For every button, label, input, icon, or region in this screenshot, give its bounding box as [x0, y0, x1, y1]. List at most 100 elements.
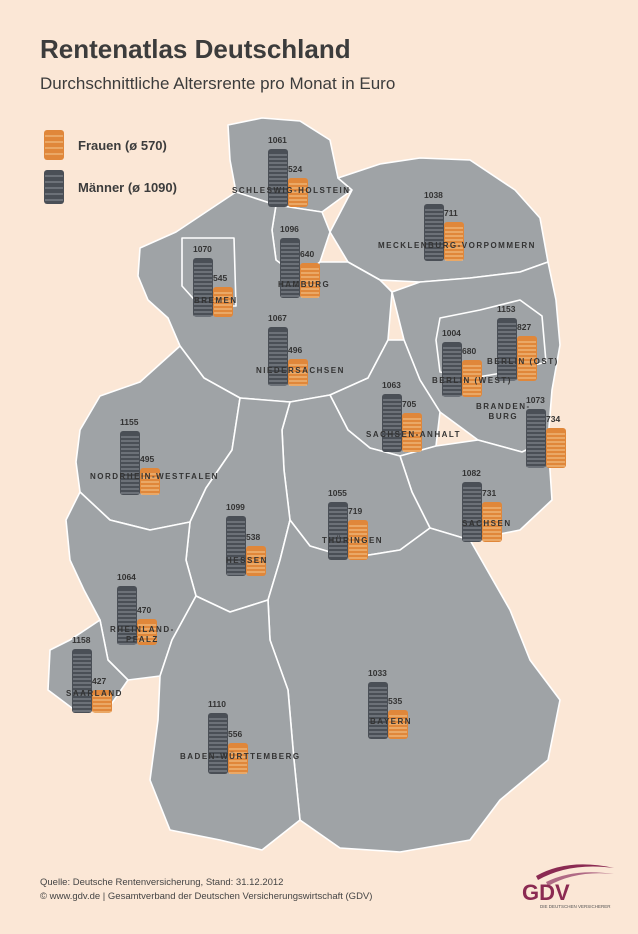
legend-men: Männer (ø 1090): [44, 168, 177, 206]
value-men-nw: 1155: [120, 417, 139, 427]
coin-stack-men-ni: [268, 327, 288, 386]
value-men-th: 1055: [328, 488, 347, 498]
coin-stack-men-sl: [72, 649, 92, 713]
coin-stack-men-st: [382, 394, 402, 452]
source-line-1: Quelle: Deutsche Rentenversicherung, Sta…: [40, 877, 284, 888]
state-label-bo: BERLIN (OST): [487, 357, 559, 366]
coin-stack-women-sl: [92, 690, 112, 713]
legend-men-label: Männer (ø 1090): [78, 179, 177, 195]
coin-stack-men-bwb: [208, 713, 228, 774]
state-label-sl: SAARLAND: [66, 689, 123, 698]
gdv-logo-text: GDV: [522, 880, 570, 905]
coin-stack-women-bwb-body: [228, 743, 248, 774]
page-title: Rentenatlas Deutschland: [40, 34, 351, 64]
value-women-sn: 731: [482, 488, 497, 498]
legend-women-label: Frauen (ø 570): [78, 137, 167, 153]
coin-stack-women-hh: [300, 263, 320, 298]
value-men-sn: 1082: [462, 468, 481, 478]
gdv-logo-tagline: DIE DEUTSCHEN VERSICHERER: [540, 904, 611, 909]
value-men-sl: 1158: [72, 635, 91, 645]
coin-stack-women-nw: [140, 468, 160, 495]
coin-stack-men-mv-body: [424, 204, 444, 261]
coin-stack-women-mv: [444, 222, 464, 261]
coin-stack-men-by: [368, 682, 388, 739]
page-subtitle: Durchschnittliche Altersrente pro Monat …: [40, 74, 396, 93]
coin-stack-men-th: [328, 502, 348, 560]
value-men-by: 1033: [368, 668, 387, 678]
coin-stack-men-bb: [526, 409, 546, 468]
state-label-th: THÜRINGEN: [322, 536, 384, 545]
coin-stack-men-bo-body: [497, 318, 517, 381]
coin-stack-women-icon: [44, 130, 64, 160]
coin-stack-men-rp: [117, 586, 137, 645]
value-women-bw_: 680: [462, 346, 477, 356]
value-women-nw: 495: [140, 454, 155, 464]
coin-stack-men-bw_: [442, 342, 462, 397]
value-men-hb: 1070: [193, 244, 212, 254]
state-label-hh: HAMBURG: [278, 280, 331, 289]
value-women-he: 538: [246, 532, 261, 542]
coin-stack-women-bw_: [462, 360, 482, 397]
value-men-he: 1099: [226, 502, 245, 512]
value-men-st: 1063: [382, 380, 401, 390]
state-label-rp: RHEINLAND- PFALZ: [110, 625, 175, 644]
coin-stack-men-icon: [44, 170, 64, 204]
value-women-by: 535: [388, 696, 403, 706]
gdv-logo: GDV DIE DEUTSCHEN VERSICHERER: [522, 864, 614, 909]
coin-stack-women-rp: [137, 619, 157, 645]
state-label-ni: NIEDERSACHSEN: [256, 366, 345, 375]
state-label-mv: MECKLENBURG-VORPOMMERN: [378, 241, 536, 250]
coin-stack-men-bw_-body: [442, 342, 462, 397]
value-women-st: 705: [402, 399, 417, 409]
state-label-sn: SACHSEN: [462, 519, 512, 528]
coin-stack-men-nw: [120, 431, 140, 495]
value-women-hb: 545: [213, 273, 228, 283]
coin-stack-men-nw-body: [120, 431, 140, 495]
value-men-bw_: 1004: [442, 328, 461, 338]
coin-stack-men-sh: [268, 149, 288, 207]
value-men-bo: 1153: [497, 304, 516, 314]
value-women-ni: 496: [288, 345, 303, 355]
coin-stack-women-by: [388, 710, 408, 739]
value-men-sh: 1061: [268, 135, 287, 145]
coin-stack-women-ni: [288, 359, 308, 386]
state-label-nw: NORDRHEIN-WESTFALEN: [90, 472, 219, 481]
state-label-sh: SCHLESWIG-HOLSTEIN: [232, 186, 351, 195]
coin-stack-men-st-body: [382, 394, 402, 452]
coin-stack-women-sn: [482, 502, 502, 542]
coin-stack-men-hb: [193, 258, 213, 317]
coin-stack-women-hb: [213, 287, 233, 317]
source-line-2: © www.gdv.de | Gesamtverband der Deutsch…: [40, 891, 373, 902]
state-label-by: BAYERN: [370, 717, 413, 726]
coin-stack-men-sh-body: [268, 149, 288, 207]
state-label-st: SACHSEN-ANHALT: [366, 430, 462, 439]
coin-stack-men-mv: [424, 204, 444, 261]
coin-stack-women-sh: [288, 178, 308, 207]
state-label-bw_: BERLIN (WEST): [432, 376, 512, 385]
coin-stack-men-th-body: [328, 502, 348, 560]
coin-stack-men-by-body: [368, 682, 388, 739]
coin-stack-men-he: [226, 516, 246, 576]
state-label-he: HESSEN: [226, 556, 268, 565]
value-women-rp: 470: [137, 605, 152, 615]
value-men-mv: 1038: [424, 190, 443, 200]
coin-stack-women-he: [246, 546, 266, 576]
state-label-hb: BREMEN: [194, 296, 238, 305]
value-women-th: 719: [348, 506, 363, 516]
coin-stack-men-bo: [497, 318, 517, 381]
value-women-hh: 640: [300, 249, 315, 259]
coin-stack-women-bo: [517, 336, 537, 381]
value-men-bwb: 1110: [208, 699, 226, 709]
legend-women: Frauen (ø 570): [44, 128, 167, 162]
coin-stack-women-th: [348, 520, 368, 560]
coin-stack-women-bwb: [228, 743, 248, 774]
value-women-mv: 711: [444, 208, 458, 218]
value-women-sl: 427: [92, 676, 107, 686]
value-women-bwb: 556: [228, 729, 243, 739]
coin-stack-men-hh: [280, 238, 300, 298]
coin-stack-women-st: [402, 413, 422, 452]
state-label-bb: BRANDEN- BURG: [476, 402, 531, 421]
coin-stack-women-bb: [546, 428, 566, 468]
value-men-rp: 1064: [117, 572, 136, 582]
coin-stack-men-sn: [462, 482, 482, 542]
